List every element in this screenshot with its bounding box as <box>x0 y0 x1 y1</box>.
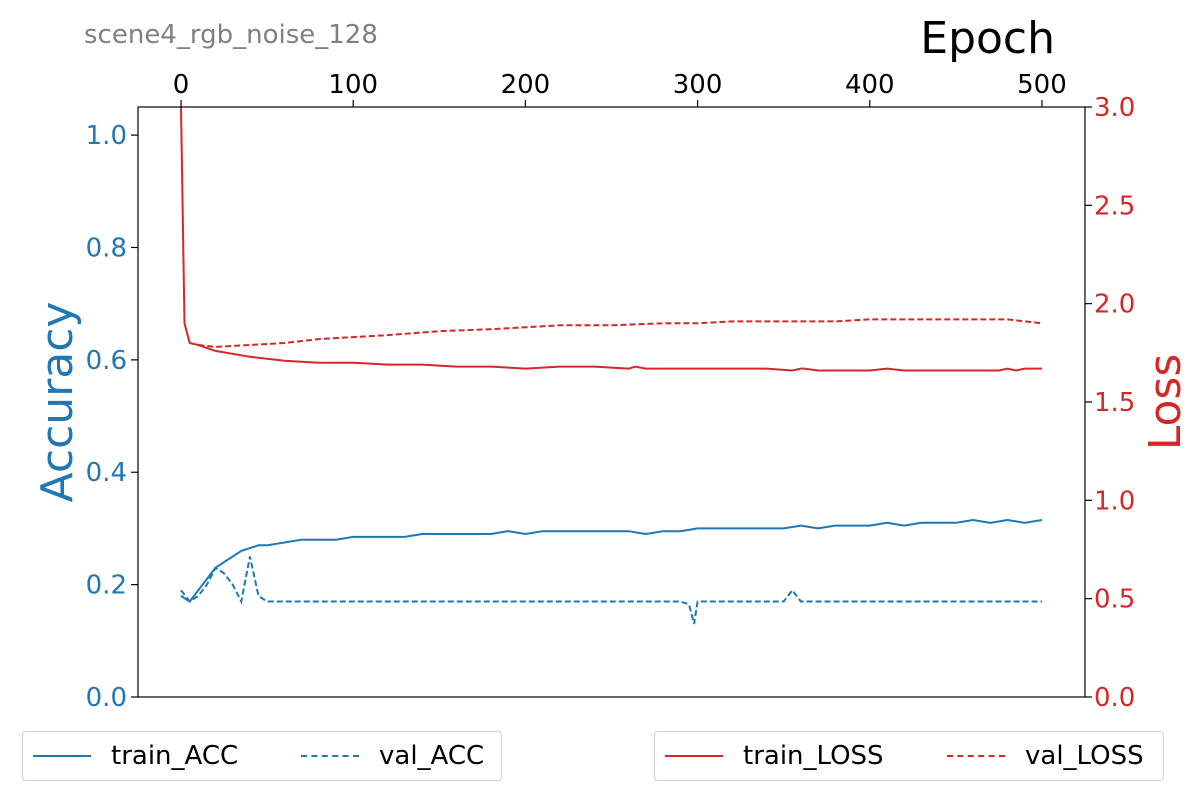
x-axis-label: Epoch <box>920 13 1055 64</box>
legend-label-val-loss: val_LOSS <box>1025 741 1144 771</box>
legend-loss: train_LOSS val_LOSS <box>654 731 1164 781</box>
legend-entry-val-acc: val_ACC <box>301 732 484 780</box>
series-line-train-acc <box>180 518 1043 603</box>
y-left-tick-label: 0.2 <box>86 571 127 601</box>
legend-swatch-val-acc <box>301 755 359 757</box>
x-tick-label: 300 <box>673 70 723 100</box>
y-right-tick-label: 3.0 <box>1094 93 1135 123</box>
legend-label-val-acc: val_ACC <box>379 741 485 771</box>
legend-swatch-train-acc <box>33 755 91 757</box>
y-right-tick-label: 2.5 <box>1094 191 1135 221</box>
y-right-tick-label: 1.0 <box>1094 486 1135 516</box>
series-line-val-loss <box>198 318 1043 348</box>
x-tick-label: 400 <box>845 70 895 100</box>
y-right-axis-label: Loss <box>1140 354 1191 451</box>
legend-swatch-train-loss <box>665 755 723 757</box>
y-left-tick-label: 0.4 <box>86 458 127 488</box>
legend-entry-val-loss: val_LOSS <box>947 732 1144 780</box>
series-line-val-acc <box>180 556 1042 625</box>
legend-accuracy: train_ACC val_ACC <box>22 731 502 781</box>
y-left-tick-label: 0.6 <box>86 346 127 376</box>
y-left-tick-label: 0.8 <box>86 233 127 263</box>
legend-swatch-val-loss <box>947 755 1005 757</box>
y-left-tick-label: 1.0 <box>86 121 127 151</box>
y-right-tick-label: 0.5 <box>1094 585 1135 615</box>
x-tick-label: 500 <box>1017 70 1067 100</box>
y-right-tick-label: 2.0 <box>1094 290 1135 320</box>
series-line-train-loss <box>180 107 1042 372</box>
x-tick-label: 200 <box>501 70 551 100</box>
legend-label-train-acc: train_ACC <box>111 741 239 771</box>
plot-frame <box>137 106 1086 698</box>
x-tick-label: 0 <box>173 70 190 100</box>
legend-entry-train-loss: train_LOSS <box>665 732 884 780</box>
legend-label-train-loss: train_LOSS <box>743 741 884 771</box>
chart-subtitle: scene4_rgb_noise_128 <box>84 20 378 50</box>
y-left-axis-label: Accuracy <box>32 302 83 503</box>
y-right-tick-label: 0.0 <box>1094 683 1135 713</box>
y-right-tick-label: 1.5 <box>1094 388 1135 418</box>
legend-entry-train-acc: train_ACC <box>33 732 238 780</box>
x-tick-label: 100 <box>328 70 378 100</box>
y-left-tick-label: 0.0 <box>86 683 127 713</box>
